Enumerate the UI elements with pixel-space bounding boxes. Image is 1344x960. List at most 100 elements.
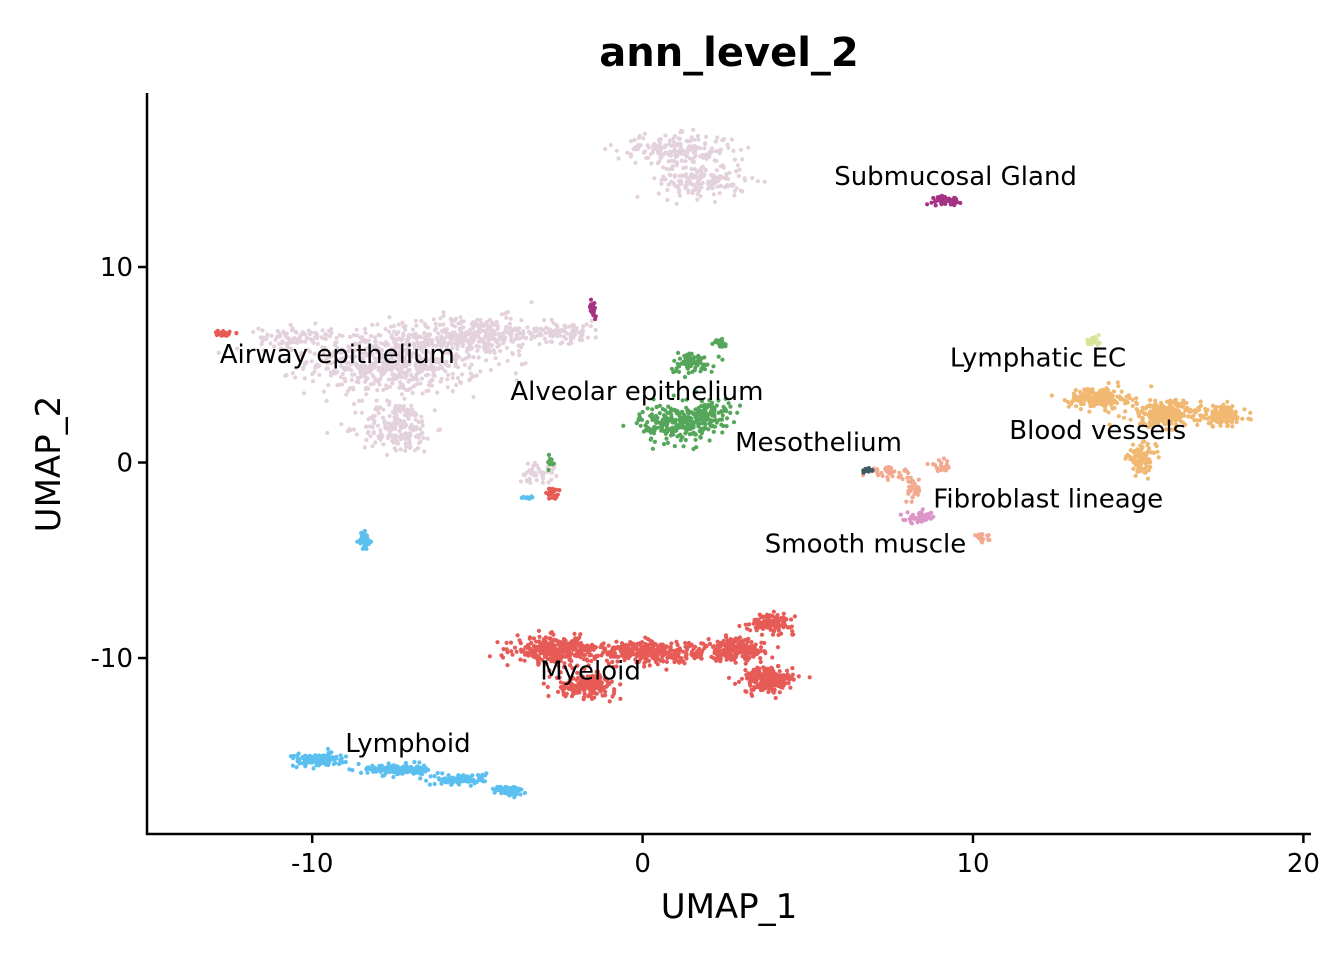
scatter-point [606,681,611,686]
scatter-point [546,693,551,699]
scatter-point [1140,416,1145,421]
scatter-point [392,372,397,377]
scatter-point [410,390,415,396]
scatter-point [312,335,318,340]
scatter-point [342,376,347,381]
scatter-point [646,653,651,658]
scatter-point [471,355,476,360]
scatter-point [694,187,699,192]
scatter-point [406,379,411,384]
scatter-point [378,341,383,346]
scatter-point [528,480,533,485]
scatter-point [589,682,594,687]
scatter-point [407,332,412,337]
scatter-point [398,433,404,439]
scatter-point [614,148,619,153]
scatter-point [419,376,424,381]
scatter-point [440,343,445,348]
scatter-point [1179,414,1184,419]
scatter-point [439,778,444,783]
scatter-point [386,761,391,766]
scatter-point [514,649,519,654]
scatter-point [496,332,501,337]
scatter-point [403,769,408,774]
scatter-point [444,344,449,349]
scatter-point [358,770,364,776]
scatter-point [419,414,424,419]
scatter-point [714,338,719,343]
scatter-point [746,145,751,150]
scatter-point [689,416,694,421]
scatter-point [482,346,487,351]
scatter-point [467,331,472,336]
scatter-point [344,392,349,397]
scatter-point [587,675,592,680]
scatter-point [339,363,344,369]
scatter-point [773,625,778,630]
scatter-point [439,338,444,343]
scatter-point [762,649,767,654]
scatter-point [759,645,764,650]
scatter-point [711,364,716,369]
scatter-point [636,135,642,140]
scatter-point [529,336,534,341]
scatter-point [407,343,412,348]
scatter-point [421,435,426,441]
scatter-point [314,362,319,367]
scatter-point [504,315,509,320]
scatter-point [633,160,638,165]
scatter-point [443,776,448,782]
scatter-point [718,409,724,415]
scatter-point [451,354,457,359]
scatter-point [309,359,314,364]
scatter-point [1115,380,1120,385]
scatter-point [910,495,915,500]
scatter-point [450,333,455,339]
scatter-point [672,407,677,412]
scatter-point [412,760,417,765]
scatter-point [570,646,575,651]
scatter-point [355,333,360,338]
scatter-point [773,677,778,682]
scatter-point [432,774,437,779]
scatter-point [940,196,946,202]
scatter-point [1128,448,1133,453]
scatter-point [909,479,914,484]
scatter-point [385,452,390,457]
scatter-point [658,425,664,430]
scatter-point [425,325,430,330]
scatter-point [638,423,643,428]
scatter-point [558,670,563,675]
scatter-point [1142,439,1147,444]
scatter-point [438,316,443,321]
scatter-point [566,341,571,347]
scatter-point [685,352,690,357]
scatter-point [1130,403,1135,409]
scatter-point [708,409,713,414]
scatter-point [1118,397,1123,402]
scatter-point [411,341,416,346]
scatter-point [336,382,341,387]
scatter-point [743,657,748,662]
scatter-point [1198,399,1203,404]
scatter-point [422,330,427,335]
scatter-point [354,327,359,332]
scatter-point [406,765,411,771]
scatter-point [401,404,407,409]
scatter-point [729,182,734,187]
scatter-point [591,644,596,649]
scatter-point [630,644,636,649]
scatter-point [474,373,479,378]
scatter-point [384,383,389,388]
scatter-point [523,336,529,341]
scatter-point [683,356,688,361]
scatter-point [343,754,349,759]
scatter-point [657,403,663,408]
scatter-point [640,409,645,415]
scatter-point [591,687,596,693]
scatter-point [648,430,654,435]
scatter-point [321,389,326,394]
scatter-point [707,398,712,403]
scatter-point [234,331,239,336]
scatter-point [454,383,459,388]
